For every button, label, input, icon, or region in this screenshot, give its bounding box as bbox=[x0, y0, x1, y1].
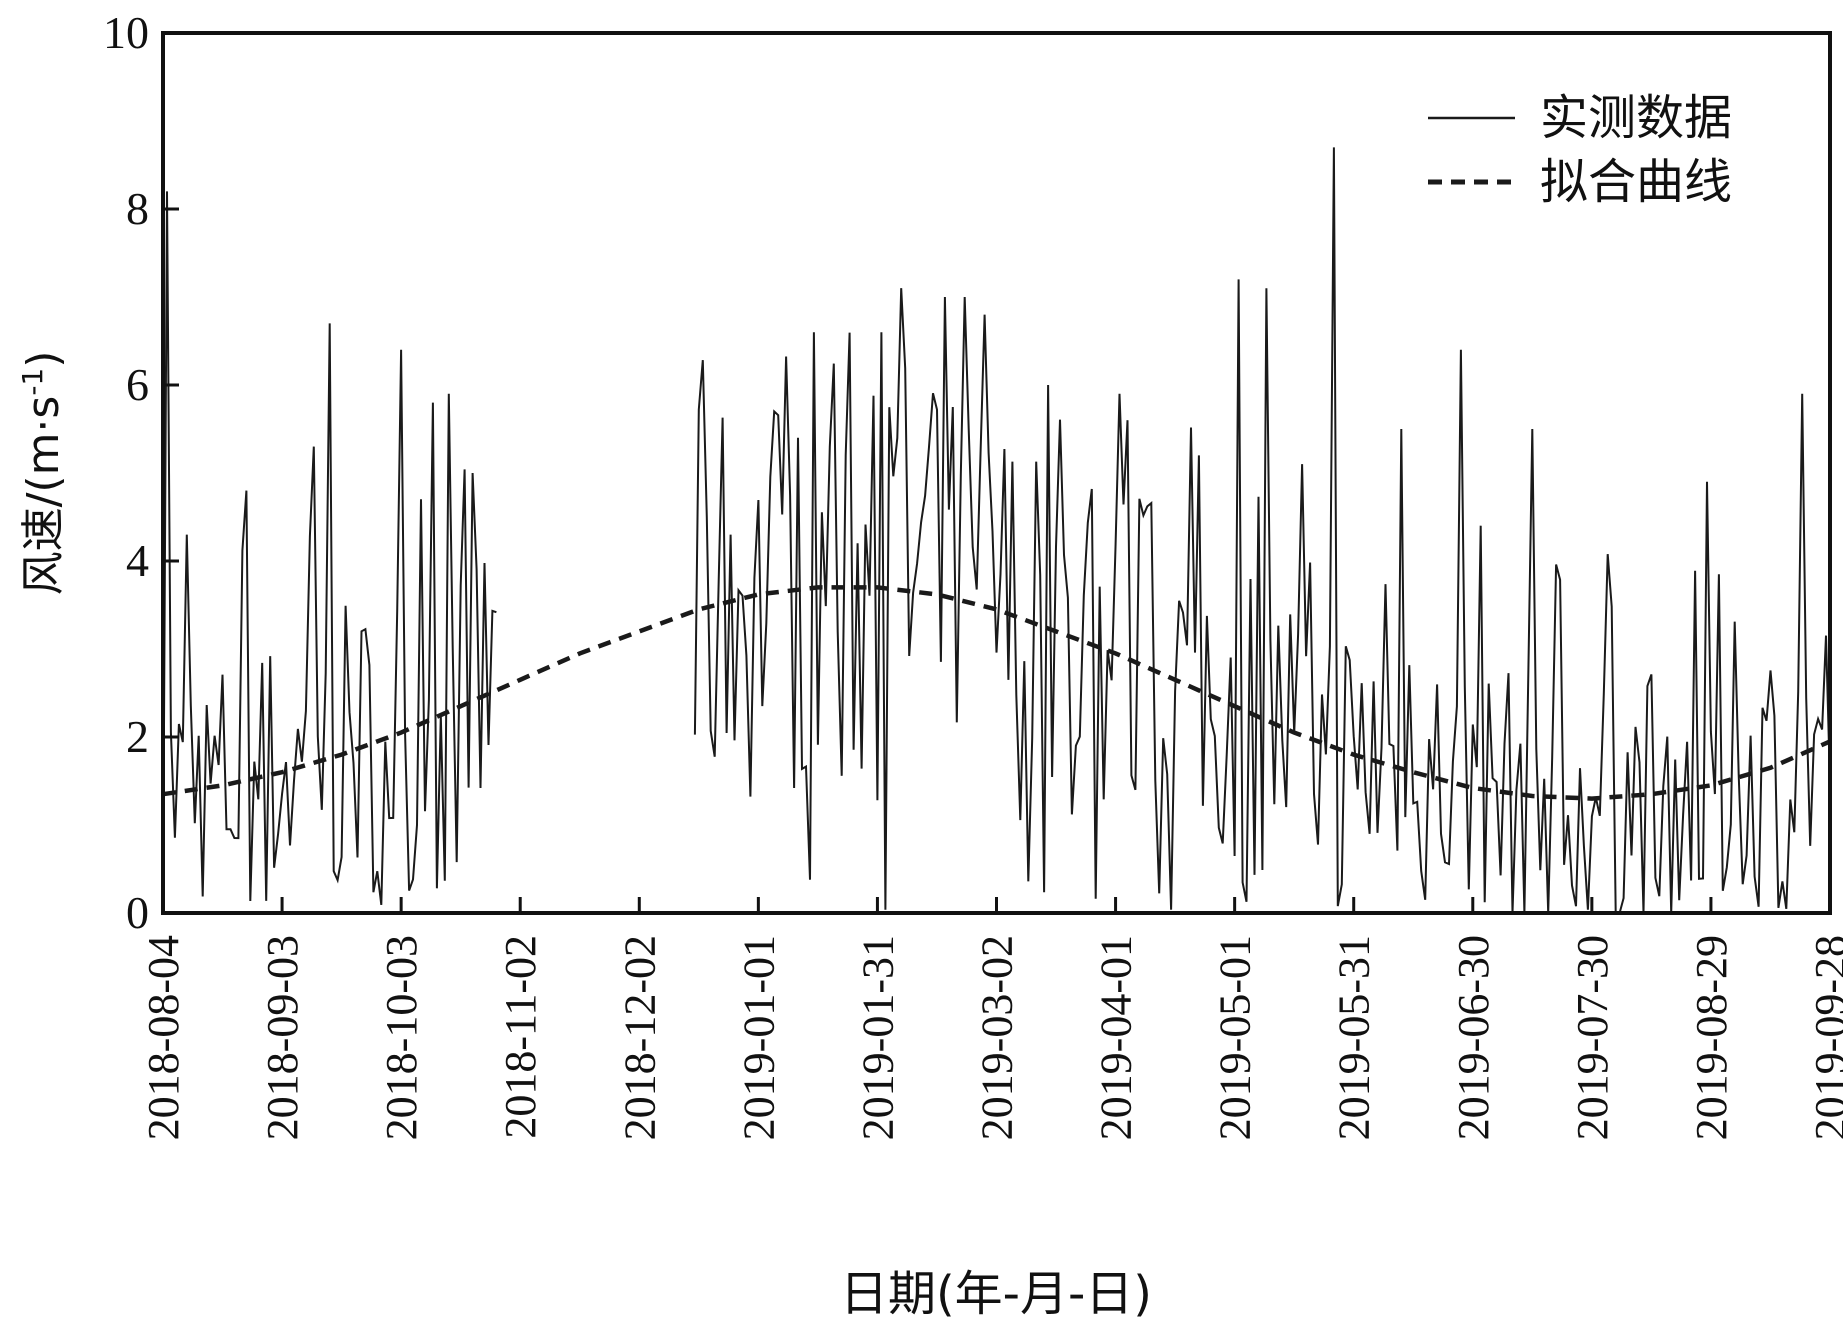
y-tick-label: 8 bbox=[126, 183, 149, 234]
y-tick-label: 10 bbox=[103, 7, 149, 58]
fit-curve bbox=[162, 585, 1831, 801]
x-tick-label: 2018-12-02 bbox=[615, 935, 664, 1140]
legend-label-fit: 拟合曲线 bbox=[1540, 154, 1732, 210]
x-tick-label: 2019-05-31 bbox=[1330, 935, 1379, 1140]
y-tick-label: 2 bbox=[126, 711, 149, 762]
y-axis-label: 风速/(m·s-1) bbox=[16, 351, 69, 596]
x-tick-label: 2018-08-04 bbox=[139, 935, 188, 1140]
y-tick-label: 4 bbox=[126, 535, 149, 586]
x-tick-label: 2019-06-30 bbox=[1449, 935, 1498, 1140]
x-axis-label: 日期(年-月-日) bbox=[840, 1266, 1152, 1322]
x-tick-label: 2018-11-02 bbox=[496, 935, 545, 1139]
y-tick-label: 0 bbox=[126, 887, 149, 938]
x-tick-label: 2019-09-28 bbox=[1806, 935, 1843, 1140]
y-axis: 0 2 4 6 8 10 bbox=[103, 7, 179, 938]
measured-line bbox=[162, 191, 497, 906]
x-tick-label: 2019-05-01 bbox=[1211, 935, 1260, 1140]
y-axis-label-sup: -1 bbox=[16, 368, 49, 396]
x-tick-label: 2018-10-03 bbox=[377, 935, 426, 1140]
x-tick-label: 2019-01-01 bbox=[734, 935, 783, 1140]
x-tick-label: 2019-01-31 bbox=[853, 935, 902, 1140]
measured-line bbox=[693, 147, 1831, 914]
x-tick-label: 2018-09-03 bbox=[258, 935, 307, 1140]
y-axis-label-close: ) bbox=[18, 351, 69, 368]
x-axis: 2018-08-04 2018-09-03 2018-10-03 2018-11-02… bbox=[139, 897, 1843, 1140]
fit-series bbox=[162, 585, 1831, 801]
y-tick-label: 6 bbox=[126, 359, 149, 410]
x-tick-label: 2019-07-30 bbox=[1568, 935, 1617, 1140]
x-tick-label: 2019-08-29 bbox=[1687, 935, 1736, 1140]
legend-label-measured: 实测数据 bbox=[1540, 90, 1732, 146]
y-axis-label-main: 风速/(m·s bbox=[18, 396, 69, 596]
x-tick-label: 2019-04-01 bbox=[1092, 935, 1141, 1140]
measured-series bbox=[162, 147, 1831, 914]
x-tick-label: 2019-03-02 bbox=[973, 935, 1022, 1140]
legend: 实测数据 拟合曲线 bbox=[1428, 90, 1732, 210]
